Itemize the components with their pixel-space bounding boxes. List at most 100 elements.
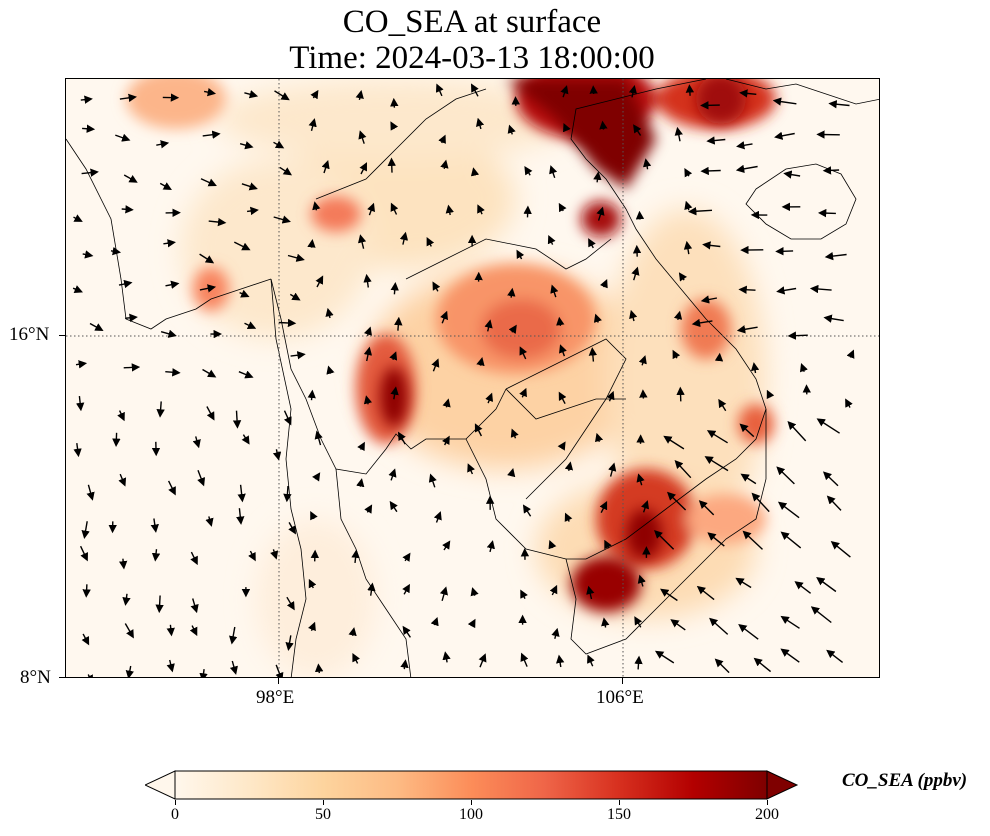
wind-arrow [355,89,364,101]
wind-arrow [430,616,439,627]
wind-arrow [824,251,847,261]
wind-arrow [364,326,372,336]
wind-arrow [357,234,367,249]
border [505,388,626,420]
wind-arrow [364,504,373,514]
wind-arrow [714,658,730,674]
wind-arrow [628,84,638,98]
wind-arrow [700,166,721,176]
wind-arrow [233,241,251,251]
wind-arrow [739,89,757,98]
wind-arrow [467,463,475,475]
wind-arrow [155,595,164,614]
wind-arrow [442,651,451,663]
wind-arrow [691,318,713,328]
wind-arrow [642,158,652,170]
wind-arrow [516,249,525,260]
wind-arrow [702,241,721,250]
wind-arrow [165,368,181,377]
co-plume-region [738,404,774,444]
wind-arrow [118,473,127,487]
wind-arrow [190,598,199,614]
wind-arrow [660,588,678,602]
border [405,238,612,280]
wind-arrow [787,421,807,442]
wind-arrow [684,168,693,178]
co-hotspot [506,79,656,189]
wind-arrow [390,282,399,295]
wind-arrow [593,171,602,183]
co-plume-region [126,79,226,129]
wind-arrow [80,95,93,104]
co-hotspot [696,79,746,124]
wind-arrow [190,551,198,566]
wind-arrow [826,495,842,511]
wind-arrow [239,289,250,298]
wind-arrow [780,615,800,629]
wind-arrow [816,418,840,434]
wind-arrow [654,529,675,550]
wind-arrow [237,484,246,503]
wind-arrow [310,511,318,521]
wind-arrow [709,617,729,635]
wind-arrow [118,279,133,289]
wind-arrow [202,368,217,378]
wind-arrow [118,558,128,570]
wind-arrow [753,657,772,673]
colorbar-tick-label: 150 [607,806,631,823]
wind-arrow [478,653,487,668]
wind-arrow [470,167,480,177]
wind-arrow [564,512,573,522]
wind-arrow [470,587,479,597]
wind-arrow [283,485,292,503]
wind-arrow [550,284,559,298]
wind-arrow [81,633,90,646]
wind-arrow [288,522,296,535]
co-hotspot [571,556,641,612]
co-plume-region [181,159,371,339]
wind-arrow [707,532,725,547]
wind-arrow [125,313,138,323]
wind-arrow [604,539,612,550]
wind-arrow [685,84,695,96]
co-hotspot [581,201,621,237]
co-plume-region [216,79,576,159]
wind-arrow [822,166,840,175]
wind-arrow [125,665,134,677]
wind-arrow [629,309,638,322]
wind-arrow [199,253,215,264]
wind-arrow [718,398,727,412]
wind-arrow [326,365,335,375]
wind-arrow [426,237,435,247]
wind-arrow [557,441,566,451]
wind-arrow [82,584,91,598]
wind-arrow [199,669,208,677]
wind-arrow [229,626,238,645]
wind-arrow [117,410,125,422]
wind-arrow [438,134,446,144]
gridlines [66,79,879,677]
wind-arrow [86,484,95,501]
wind-arrow [706,430,728,444]
wind-arrow [278,318,297,328]
wind-arrow [486,540,495,553]
colorbar-tick-mark [619,800,620,805]
colorbar-tick-label: 0 [171,806,179,823]
wind-arrow [549,584,558,596]
wind-arrow [823,314,844,323]
hainan-island [745,163,857,240]
wind-arrow [519,387,527,398]
y-tick-label-8n: 8°N [20,667,51,688]
wind-arrow [520,652,529,667]
wind-arrow [846,349,855,359]
wind-arrow [397,431,406,445]
wind-arrow [351,549,360,563]
wind-arrow [641,500,650,513]
wind-arrow [189,625,198,637]
wind-arrow [165,280,180,289]
wind-arrow [236,508,245,525]
wind-arrow [678,272,688,282]
wind-vectors [72,83,855,677]
wind-arrow [766,389,775,400]
